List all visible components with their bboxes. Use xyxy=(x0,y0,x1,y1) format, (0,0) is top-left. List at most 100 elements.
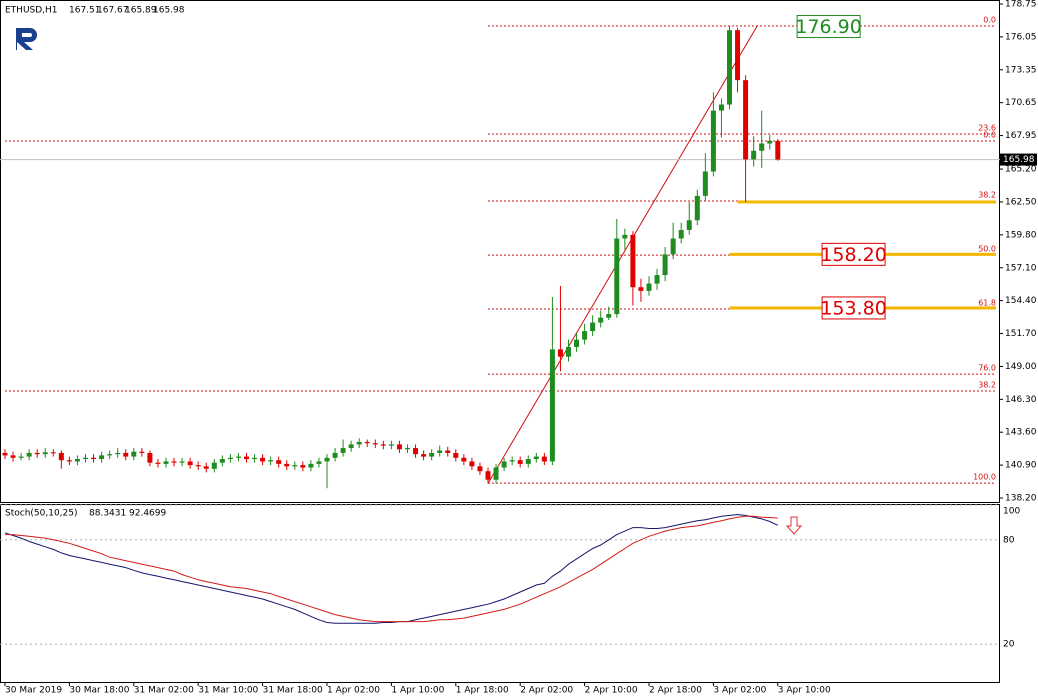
x-tick-label: 1 Apr 02:00 xyxy=(327,686,380,696)
candle-body xyxy=(227,457,233,460)
y-tick-label: 157.10 xyxy=(1005,263,1037,273)
y-tick-label: 151.70 xyxy=(1005,329,1037,339)
trend-line xyxy=(487,26,758,484)
y-tick-label: 165.20 xyxy=(1005,165,1037,175)
price-label: 165.98 xyxy=(1003,155,1035,165)
support-line xyxy=(737,200,996,204)
candle-body xyxy=(179,461,185,463)
x-tick-label: 1 Apr 10:00 xyxy=(391,686,444,696)
candle-body xyxy=(58,452,64,461)
candle-body xyxy=(66,460,72,462)
y-tick-label: 176.05 xyxy=(1005,32,1037,42)
candle-body xyxy=(582,331,588,340)
x-tick-label: 31 Mar 10:00 xyxy=(198,686,258,696)
candle-body xyxy=(630,234,636,288)
candle-body xyxy=(501,461,507,468)
y-tick-label: 178.75 xyxy=(1005,0,1037,10)
level-box-label: 153.80 xyxy=(820,297,886,319)
candle-body xyxy=(195,465,201,467)
candle-body xyxy=(421,454,427,457)
candle-body xyxy=(485,471,491,480)
candle-body xyxy=(469,461,475,467)
stoch-line xyxy=(4,514,779,624)
candle-body xyxy=(107,454,113,456)
candle-body xyxy=(477,466,483,472)
candle-body xyxy=(380,444,386,446)
candle-body xyxy=(340,448,346,453)
candle-body xyxy=(244,456,249,460)
x-tick-label: 30 Mar 18:00 xyxy=(69,686,129,696)
fib-label: 23.6 xyxy=(978,123,996,132)
level-box-label: 176.90 xyxy=(795,16,861,38)
x-tick-label: 30 Mar 2019 xyxy=(5,686,62,696)
candle-body xyxy=(26,452,32,457)
candle-body xyxy=(252,457,258,460)
stoch-pane xyxy=(0,504,1000,683)
y-tick-label: 143.60 xyxy=(1005,428,1037,438)
candle-body xyxy=(276,460,282,464)
candle-body xyxy=(429,452,435,457)
candle-body xyxy=(718,104,724,111)
candle-body xyxy=(235,456,241,458)
fib-label: 61.8 xyxy=(978,299,996,308)
candle-body xyxy=(50,452,56,454)
candle-body xyxy=(453,452,459,458)
x-tick-label: 1 Apr 18:00 xyxy=(456,686,509,696)
y-tick-label: 154.40 xyxy=(1005,296,1037,306)
candle-body xyxy=(316,461,322,464)
candle-body xyxy=(686,220,692,230)
candle-body xyxy=(348,444,354,449)
candle-body xyxy=(541,456,547,462)
candle-body xyxy=(775,140,781,160)
y-tick-label: 167.95 xyxy=(1005,131,1037,141)
candle-body xyxy=(187,461,193,466)
candle-body xyxy=(437,450,443,453)
stoch-signal-value: 92.4699 xyxy=(129,509,166,519)
candle-body xyxy=(702,171,708,196)
candle-body xyxy=(614,238,620,315)
stoch-main-value: 88.3431 xyxy=(89,509,126,519)
header-low: 165.89 xyxy=(125,6,157,16)
y-tick-label: 149.00 xyxy=(1005,362,1037,372)
candle-body xyxy=(574,339,580,347)
candle-body xyxy=(654,275,660,284)
level-box-label: 158.20 xyxy=(820,244,886,266)
candle-body xyxy=(211,462,217,469)
fib-label: 50.0 xyxy=(978,245,996,254)
y-tick-label: 173.35 xyxy=(1005,65,1037,75)
y-tick-label: 138.20 xyxy=(1005,494,1037,504)
candle-body xyxy=(219,459,225,463)
candle-body xyxy=(147,452,153,463)
candle-body xyxy=(598,317,604,323)
candle-body xyxy=(260,457,266,462)
fib-label: 76.0 xyxy=(978,364,996,373)
down-arrow xyxy=(785,516,803,535)
candle-body xyxy=(115,452,121,455)
candle-body xyxy=(662,254,668,276)
candle-body xyxy=(300,465,306,468)
candle-body xyxy=(517,460,523,464)
candle-body xyxy=(622,234,628,239)
candle-body xyxy=(171,461,177,463)
candle-body xyxy=(694,195,700,221)
fib-label: 0.0 xyxy=(983,131,996,140)
candle-body xyxy=(405,448,410,450)
x-tick-label: 2 Apr 02:00 xyxy=(520,686,573,696)
candle-body xyxy=(509,460,515,462)
candle-body xyxy=(356,441,362,445)
candle-body xyxy=(549,349,555,462)
candle-body xyxy=(324,457,330,462)
candle-body xyxy=(83,457,88,460)
x-tick-label: 2 Apr 10:00 xyxy=(585,686,638,696)
x-tick-label: 3 Apr 02:00 xyxy=(713,686,766,696)
stoch-tick-label: 80 xyxy=(1003,535,1015,545)
fib-label: 38.2 xyxy=(978,190,996,199)
y-tick-label: 162.50 xyxy=(1005,197,1037,207)
stoch-title: Stoch(50,10,25) xyxy=(5,509,78,519)
candle-body xyxy=(284,463,290,467)
candle-body xyxy=(91,457,97,460)
candle-body xyxy=(751,150,757,160)
price-box xyxy=(1000,153,1037,166)
candle-body xyxy=(646,283,652,291)
